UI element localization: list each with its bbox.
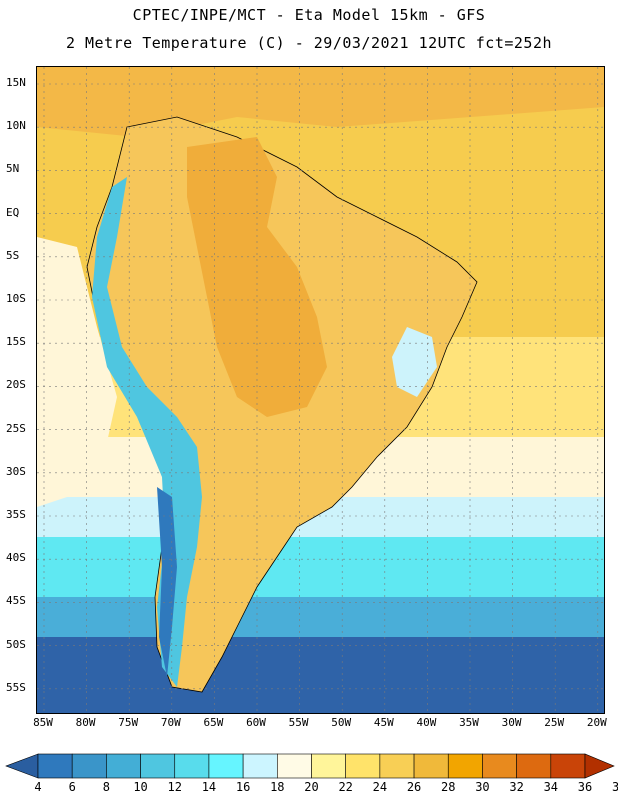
colorbar-label: 34 (543, 780, 559, 794)
lat-label: 5S (6, 248, 20, 262)
lon-label: 65W (203, 716, 224, 729)
colorbar-label: 28 (441, 780, 456, 794)
colorbar-left-arrow (5, 753, 39, 779)
lat-label: 50S (6, 637, 26, 651)
lat-label: 10S (6, 292, 26, 305)
title-line-1: CPTEC/INPE/MCT - Eta Model 15km - GFS (132, 6, 486, 24)
lat-label: EQ (6, 205, 20, 219)
lon-label: 45W (373, 716, 394, 729)
colorbar-swatch (345, 753, 381, 779)
colorbar-label: 16 (235, 780, 251, 794)
map-panel (36, 66, 605, 714)
lon-label: 25W (544, 716, 565, 729)
brazil-highlands-cool (392, 327, 437, 397)
lon-label: 20W (586, 716, 607, 729)
colorbar-label: 14 (201, 780, 217, 794)
lat-label: 25S (6, 421, 26, 435)
colorbar-swatch (447, 753, 483, 779)
colorbar-label: 32 (509, 780, 524, 794)
temperature-map (37, 67, 604, 713)
lat-label: 30S (6, 464, 26, 478)
colorbar-label: 36 (577, 780, 593, 794)
lat-label: 40S (6, 551, 26, 565)
colorbar-swatch (277, 753, 312, 779)
grid-lines (37, 67, 604, 713)
colorbar-swatch (516, 753, 552, 779)
lon-label: 30W (501, 716, 522, 729)
colorbar-swatch (311, 753, 346, 779)
colorbar-label: 10 (133, 780, 148, 794)
colorbar-right-arrow (584, 753, 615, 779)
lon-label: 50W (331, 716, 352, 729)
colorbar-swatch (379, 753, 415, 779)
colorbar-swatch (140, 753, 176, 779)
colorbar-swatch (413, 753, 449, 779)
lat-label: 45S (6, 594, 26, 608)
colorbar-label: 20 (304, 780, 319, 794)
lat-label: 20S (6, 378, 26, 392)
colorbar-label: 4 (34, 780, 42, 794)
lat-label: 55S (6, 680, 26, 694)
lon-label: 80W (75, 716, 96, 729)
colorbar-swatch (174, 753, 210, 779)
colorbar-swatch (242, 753, 278, 779)
pacific-cool-strip (37, 237, 117, 507)
lat-label: 35S (6, 508, 26, 521)
colorbar-label: 38 (611, 780, 618, 794)
ocean-deep-band (37, 637, 604, 713)
colorbar-swatch (208, 753, 244, 779)
colorbar-label: 8 (102, 780, 110, 794)
colorbar-swatch (550, 753, 586, 779)
colorbar-label: 30 (475, 780, 490, 794)
lat-label: 15N (6, 76, 26, 89)
colorbar-label: 24 (372, 780, 388, 794)
lat-label: 10N (6, 119, 26, 133)
lon-label: 60W (246, 716, 266, 729)
lon-label: 55W (288, 716, 309, 729)
colorbar-swatch (482, 753, 517, 779)
colorbar-label: 22 (338, 780, 353, 794)
colorbar-label: 26 (406, 780, 422, 794)
lon-label: 75W (118, 716, 139, 729)
andes-dark (157, 487, 177, 677)
lon-label: 70W (160, 716, 181, 729)
colorbar-swatch (106, 753, 141, 779)
colorbar-label: 18 (270, 780, 285, 794)
lon-label: 40W (416, 716, 437, 729)
colorbar-swatch (71, 753, 107, 779)
lat-label: 15S (6, 335, 26, 349)
ocean-cyan-band (37, 537, 604, 607)
lon-label: 85W (33, 716, 53, 729)
lon-label: 35W (459, 716, 479, 729)
colorbar (5, 753, 615, 779)
title-line-2: 2 Metre Temperature (C) - 29/03/2021 12U… (65, 34, 553, 52)
colorbar-label: 6 (68, 780, 76, 794)
colorbar-label: 12 (167, 780, 182, 794)
colorbar-swatch (37, 753, 73, 779)
lat-label: 5N (6, 162, 20, 176)
